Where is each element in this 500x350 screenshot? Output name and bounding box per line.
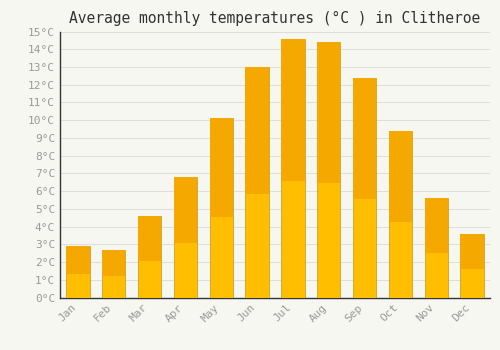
Bar — [66, 246, 90, 298]
Bar — [460, 234, 483, 269]
Bar — [282, 38, 304, 298]
Bar — [317, 42, 340, 183]
Bar — [174, 177, 197, 243]
Bar — [138, 216, 161, 298]
Bar — [210, 118, 233, 217]
Bar — [246, 67, 268, 194]
Title: Average monthly temperatures (°C ) in Clitheroe: Average monthly temperatures (°C ) in Cl… — [70, 11, 480, 26]
Bar — [460, 234, 483, 298]
Bar — [282, 38, 304, 181]
Bar — [389, 131, 412, 223]
Bar — [102, 250, 126, 276]
Bar — [210, 118, 233, 298]
Bar — [317, 42, 340, 298]
Bar — [353, 78, 376, 298]
Bar — [424, 198, 448, 253]
Bar — [353, 78, 376, 198]
Bar — [174, 177, 197, 298]
Bar — [389, 131, 412, 298]
Bar — [246, 67, 268, 298]
Bar — [138, 216, 161, 261]
Bar — [66, 246, 90, 274]
Bar — [102, 250, 126, 298]
Bar — [424, 198, 448, 298]
